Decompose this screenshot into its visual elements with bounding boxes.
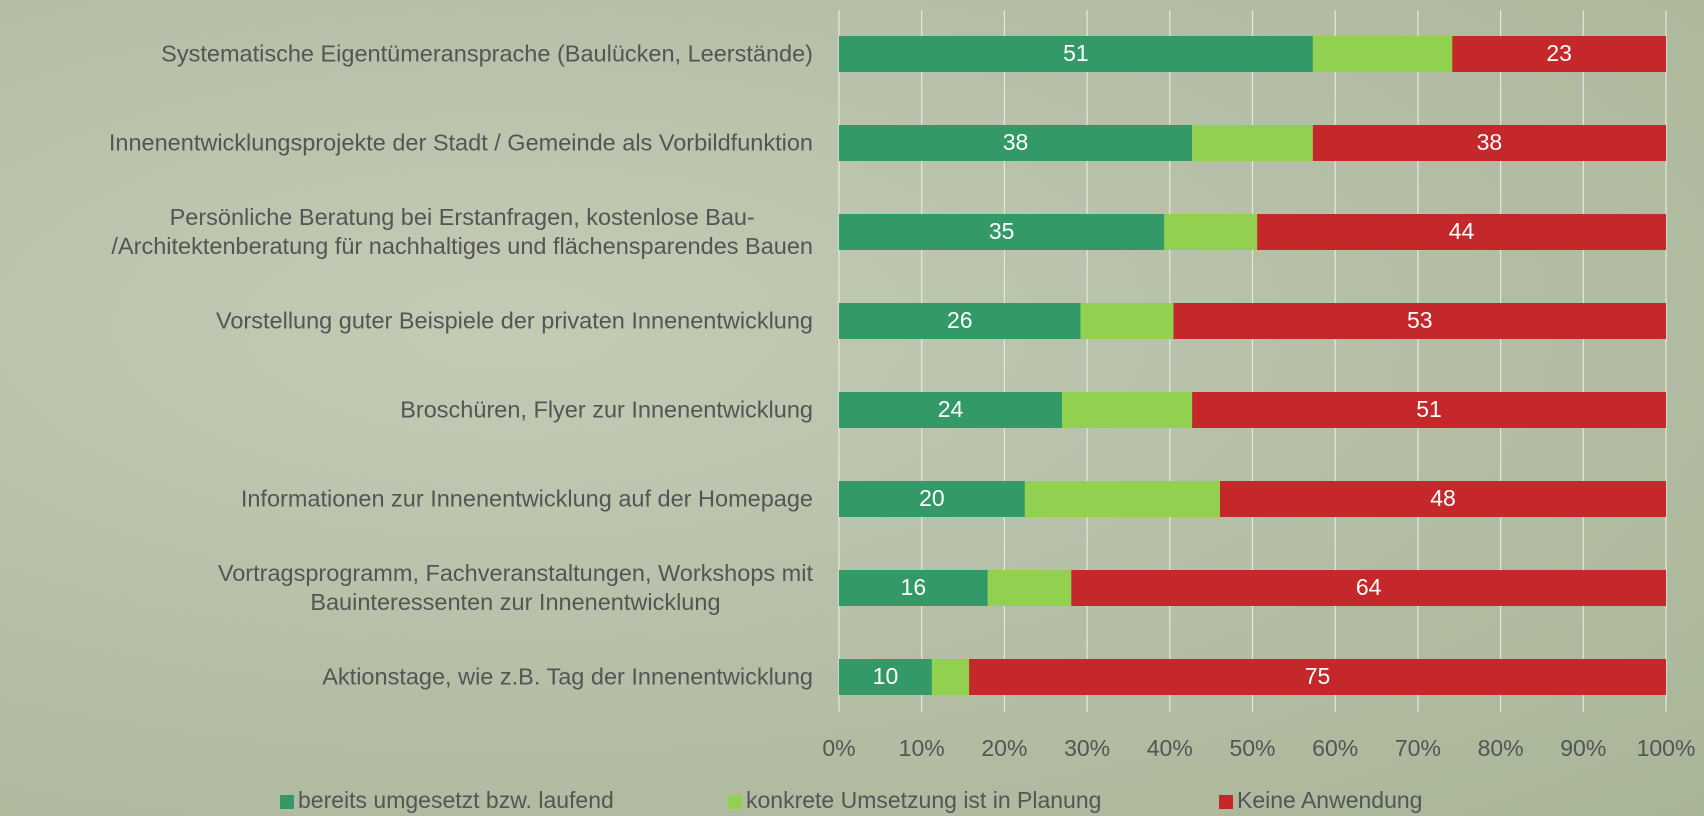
data-label: 53 xyxy=(1407,307,1433,333)
category-label: Vortragsprogramm, Fachveranstaltungen, W… xyxy=(217,560,813,615)
data-label: 75 xyxy=(1305,663,1331,689)
bar-segment xyxy=(1192,392,1666,428)
bar-segment xyxy=(1062,392,1193,428)
bar-segment xyxy=(839,659,932,695)
bar-segment xyxy=(839,303,1081,339)
bar-segment xyxy=(839,481,1025,517)
data-label: 24 xyxy=(938,396,964,422)
x-tick-label: 70% xyxy=(1395,735,1441,761)
x-tick-label: 30% xyxy=(1064,735,1110,761)
bar-segment xyxy=(1080,303,1174,339)
category-label: Persönliche Beratung bei Erstanfragen, k… xyxy=(111,204,813,259)
x-tick-label: 80% xyxy=(1478,735,1524,761)
data-label: 20 xyxy=(919,485,945,511)
bar-segment xyxy=(839,214,1165,250)
x-tick-label: 20% xyxy=(981,735,1027,761)
category-label: Vorstellung guter Beispiele der privaten… xyxy=(215,307,813,334)
data-label: 48 xyxy=(1430,485,1456,511)
bar-segment xyxy=(969,659,1666,695)
bar-segment xyxy=(1312,125,1666,161)
bar-segment xyxy=(1452,36,1666,72)
bar-segment xyxy=(1219,481,1666,517)
category-label: Aktionstage, wie z.B. Tag der Innenentwi… xyxy=(322,663,813,690)
x-tick-label: 60% xyxy=(1312,735,1358,761)
x-tick-label: 50% xyxy=(1229,735,1275,761)
legend-swatch xyxy=(728,795,742,809)
bar-segment xyxy=(1024,481,1220,517)
data-label: 44 xyxy=(1449,218,1475,244)
data-label: 35 xyxy=(989,218,1015,244)
data-label: 23 xyxy=(1546,40,1572,66)
bar-segment xyxy=(839,392,1063,428)
bar-segment xyxy=(1257,214,1666,250)
data-label: 38 xyxy=(1003,129,1029,155)
legend-swatch xyxy=(280,795,294,809)
data-label: 26 xyxy=(947,307,973,333)
legend-label: Keine Anwendung xyxy=(1237,787,1422,813)
data-label: 10 xyxy=(873,663,899,689)
bar-segment xyxy=(839,125,1193,161)
data-label: 51 xyxy=(1416,396,1442,422)
bar-segment xyxy=(839,36,1313,72)
category-label: Systematische Eigentümeransprache (Baulü… xyxy=(161,40,813,67)
x-tick-label: 100% xyxy=(1637,735,1696,761)
category-label: Broschüren, Flyer zur Innenentwicklung xyxy=(400,396,813,423)
category-label: Innenentwicklungsprojekte der Stadt / Ge… xyxy=(108,129,813,156)
data-label: 64 xyxy=(1356,574,1382,600)
bar-segment xyxy=(1164,214,1258,250)
data-label: 51 xyxy=(1063,40,1089,66)
x-tick-label: 10% xyxy=(899,735,945,761)
bar-segment xyxy=(1173,303,1666,339)
bar-segment xyxy=(931,659,970,695)
data-label: 16 xyxy=(901,574,927,600)
bar-segment xyxy=(987,570,1072,606)
x-tick-label: 0% xyxy=(822,735,855,761)
category-label: Informationen zur Innenentwicklung auf d… xyxy=(240,485,813,512)
bar-segment xyxy=(1071,570,1666,606)
data-label: 38 xyxy=(1477,129,1503,155)
x-tick-label: 90% xyxy=(1560,735,1606,761)
bar-segment xyxy=(839,570,988,606)
legend-label: konkrete Umsetzung ist in Planung xyxy=(746,787,1101,813)
x-tick-label: 40% xyxy=(1147,735,1193,761)
legend-swatch xyxy=(1219,795,1233,809)
legend-label: bereits umgesetzt bzw. laufend xyxy=(298,787,614,813)
bar-segment xyxy=(1312,36,1453,72)
bar-segment xyxy=(1192,125,1313,161)
